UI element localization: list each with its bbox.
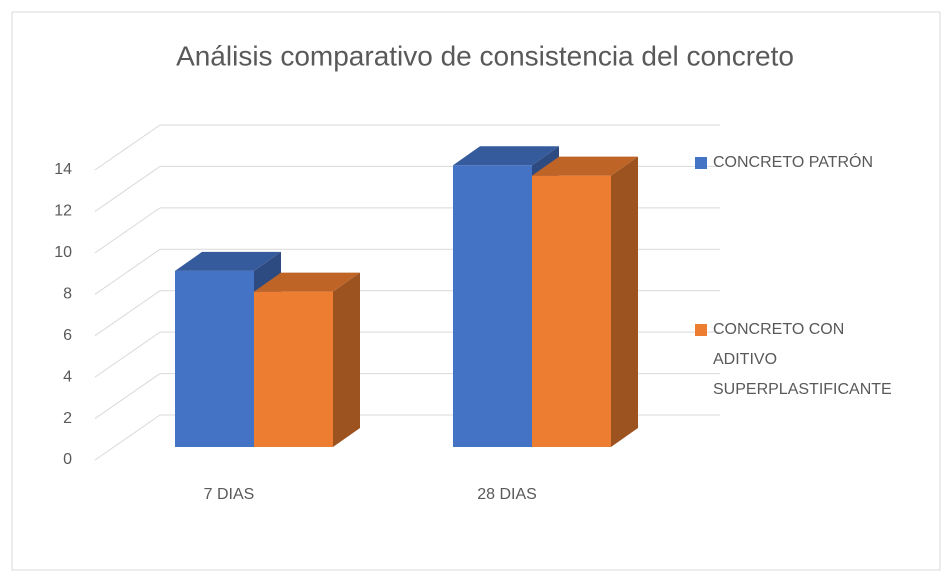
bar-side (611, 156, 638, 447)
y-tick-label: 0 (63, 451, 72, 468)
legend-label: CONCRETO CON ADITIVO SUPERPLASTIFICANTE (713, 321, 892, 398)
legend-label: CONCRETO PATRÓN (713, 154, 874, 171)
bar-top (175, 251, 281, 271)
x-tick-label: 28 DIAS (477, 486, 537, 503)
legend-swatch (695, 324, 707, 336)
y-tick-label: 8 (63, 286, 72, 303)
legend-swatch (695, 157, 707, 169)
bar (532, 156, 638, 447)
bar-top (254, 272, 360, 292)
bar-front (453, 165, 532, 448)
grid-line (94, 207, 161, 254)
bar-front (254, 291, 333, 447)
grid-line (94, 290, 161, 337)
grid-line (94, 414, 161, 461)
grid-line (94, 373, 161, 419)
grid-line (94, 248, 161, 295)
y-tick-label: 2 (63, 410, 72, 427)
y-tick-label: 10 (54, 244, 72, 261)
bar (254, 272, 360, 447)
bar-side (333, 272, 360, 447)
bar-top (453, 146, 559, 166)
bar-front (532, 175, 611, 447)
chart-title: Análisis comparativo de consistencia del… (176, 40, 794, 71)
grid-line (94, 331, 161, 378)
grid-line (94, 166, 161, 212)
bar-front (175, 270, 254, 447)
y-tick-label: 12 (54, 203, 72, 220)
y-tick-label: 14 (54, 161, 72, 178)
x-tick-label: 7 DIAS (204, 486, 255, 503)
y-tick-label: 6 (63, 327, 72, 344)
y-tick-label: 4 (63, 368, 72, 385)
grid-line (94, 124, 161, 171)
bar-top (532, 156, 638, 176)
